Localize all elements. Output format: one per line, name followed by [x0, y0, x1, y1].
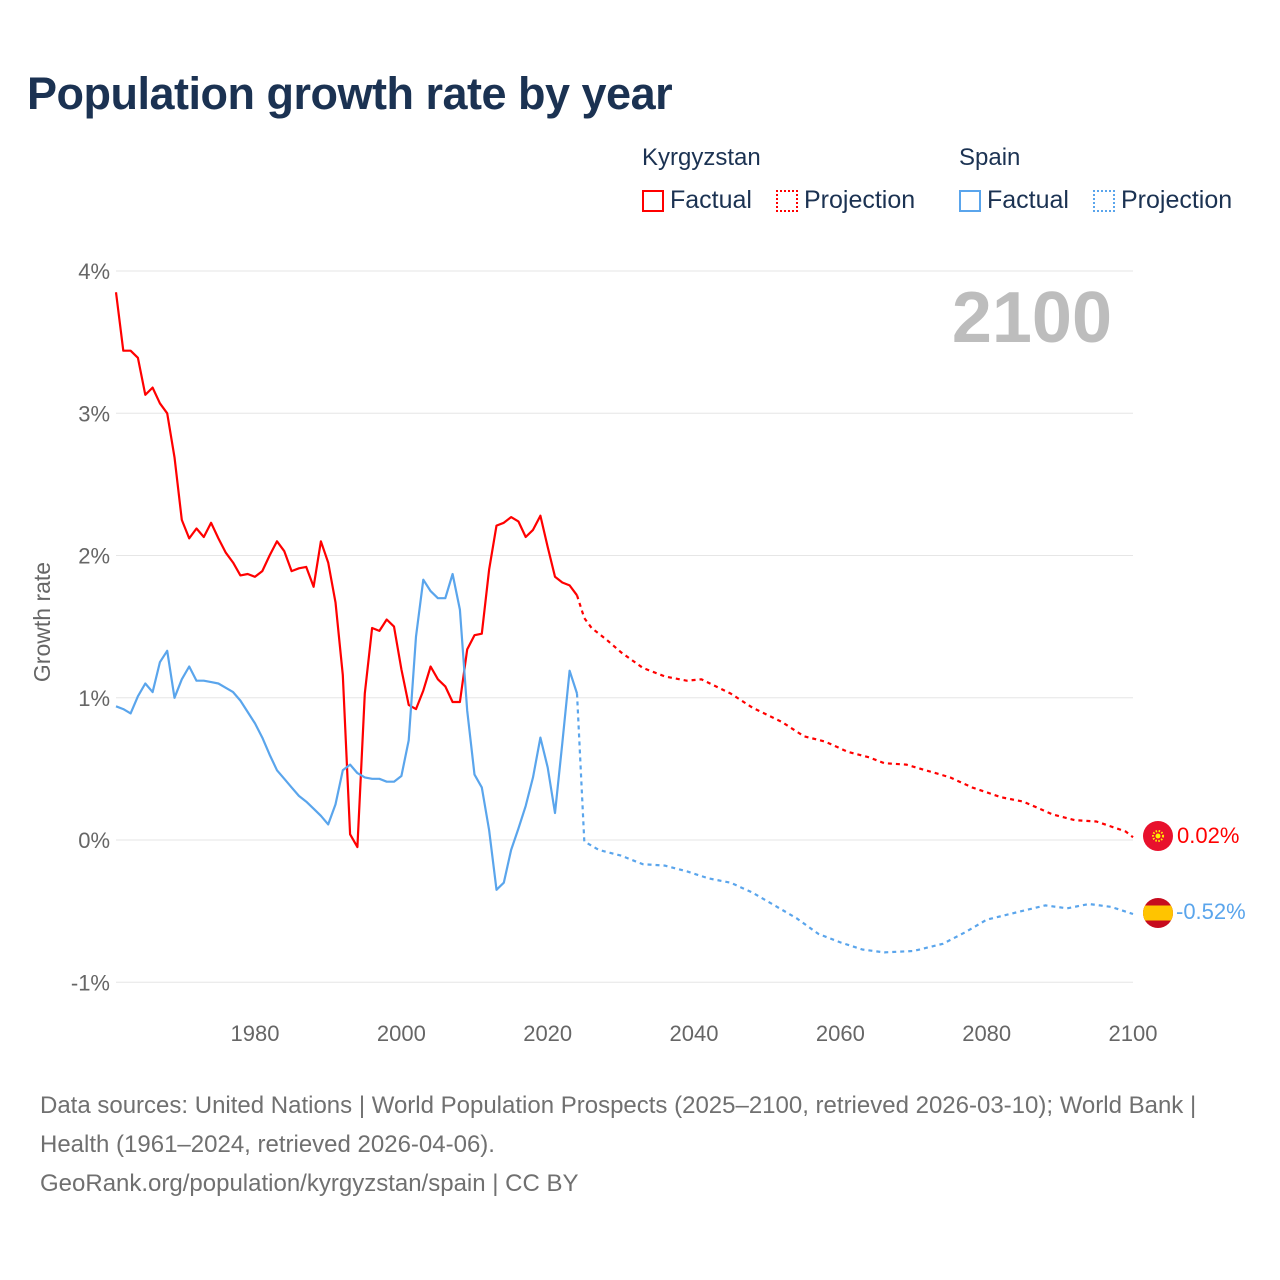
y-tick-label: -1%	[71, 970, 110, 995]
spain-projection-line	[575, 693, 1134, 954]
spain-flag-icon	[1143, 898, 1173, 928]
attribution-link[interactable]: GeoRank.org/population/kyrgyzstan/spain …	[40, 1170, 579, 1197]
data-sources: Data sources: United Nations | World Pop…	[40, 1092, 1197, 1158]
y-tick-label: 1%	[78, 686, 110, 711]
legend-spain-factual[interactable]: Factual	[959, 186, 1069, 215]
x-tick-label: 2000	[377, 1021, 426, 1046]
kyrgyzstan-projection-line	[575, 594, 1134, 839]
x-tick-label: 2080	[962, 1021, 1011, 1046]
legend-label: Projection	[1121, 186, 1233, 214]
legend-swatch-solid-icon	[642, 189, 664, 212]
x-tick-label: 2060	[816, 1021, 865, 1046]
legend-swatch-solid-icon	[959, 189, 981, 212]
x-tick-label: 2100	[1109, 1021, 1158, 1046]
legend-swatch-dotted-icon	[1093, 189, 1115, 212]
legend-swatch-dotted-icon	[776, 189, 798, 212]
y-tick-label: 3%	[78, 401, 110, 426]
legend-country-kyrgyzstan: Kyrgyzstan	[642, 144, 761, 171]
legend-label: Projection	[804, 186, 916, 214]
footer: Data sources: United Nations | World Pop…	[40, 1086, 1240, 1203]
kyrgyzstan-flag-icon	[1143, 821, 1173, 851]
spain-end-value: -0.52%	[1176, 899, 1246, 924]
kyrgyzstan-end-value: 0.02%	[1177, 823, 1239, 848]
legend-label: Factual	[670, 186, 752, 214]
legend-spain-projection[interactable]: Projection	[1093, 186, 1232, 215]
y-axis-label: Growth rate	[29, 562, 55, 682]
y-tick-label: 2%	[78, 544, 110, 569]
x-tick-label: 1980	[231, 1021, 280, 1046]
current-year-label: 2100	[952, 278, 1112, 358]
y-tick-label: 4%	[78, 259, 110, 284]
kyrgyzstan-factual-line	[114, 292, 578, 849]
chart-title: Population growth rate by year	[27, 68, 673, 119]
line-chart: -1% 0% 1% 2% 3% 4% 1980 2000 2020 2040 2060 2080 210…	[29, 259, 1246, 1046]
legend-kyrgyzstan-projection[interactable]: Projection	[776, 186, 915, 215]
x-tick-label: 2040	[670, 1021, 719, 1046]
x-tick-label: 2020	[523, 1021, 572, 1046]
spain-factual-line	[115, 572, 579, 891]
legend-label: Factual	[987, 186, 1069, 214]
legend-country-spain: Spain	[959, 144, 1021, 171]
y-tick-label: 0%	[78, 828, 110, 853]
legend-kyrgyzstan-factual[interactable]: Factual	[642, 186, 752, 215]
